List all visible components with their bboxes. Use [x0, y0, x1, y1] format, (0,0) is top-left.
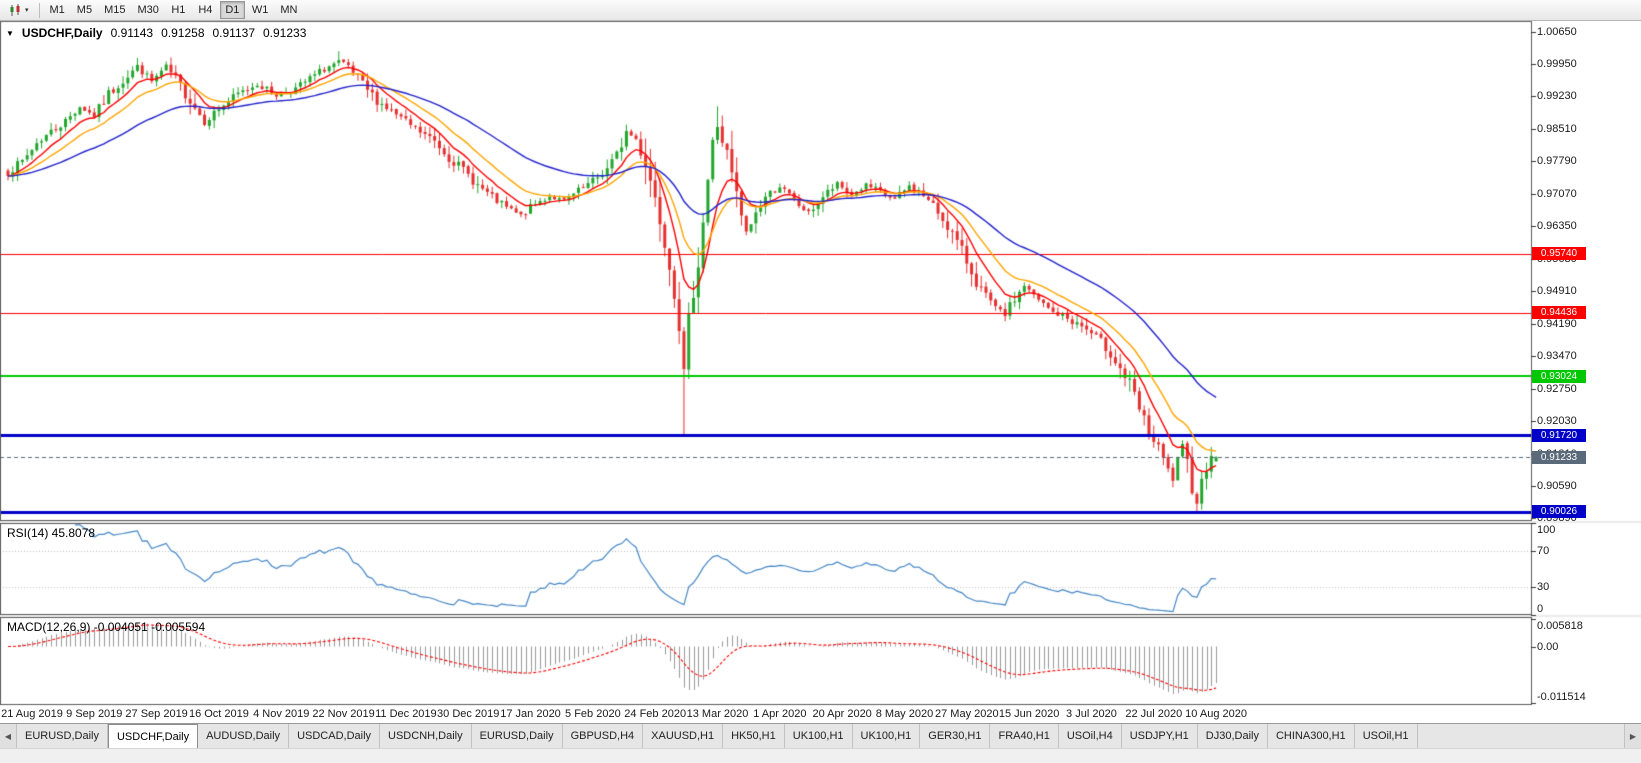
chart-tab-xauusd-h1[interactable]: XAUUSD,H1 — [643, 724, 724, 748]
chart-tab-usoil-h4[interactable]: USOil,H4 — [1059, 724, 1122, 748]
chart-title: USDCHF,Daily — [21, 26, 103, 40]
status-bar — [0, 748, 1641, 763]
timeframe-d1-button[interactable]: D1 — [219, 1, 245, 19]
chart-tab-usdcnh-daily[interactable]: USDCNH,Daily — [380, 724, 472, 748]
chart-tab-usoil-h1[interactable]: USOil,H1 — [1355, 724, 1418, 748]
ohlc-low: 0.91137 — [212, 26, 256, 40]
chart-tab-usdchf-daily[interactable]: USDCHF,Daily — [107, 724, 199, 748]
timeframe-m1-button[interactable]: M1 — [45, 1, 70, 19]
timeframe-h1-button[interactable]: H1 — [166, 1, 191, 19]
chart-header: ▼ USDCHF,Daily 0.91143 0.91258 0.91137 0… — [6, 26, 306, 40]
timeframe-m15-button[interactable]: M15 — [99, 1, 130, 19]
chart-tab-china300-h1[interactable]: CHINA300,H1 — [1268, 724, 1355, 748]
timeframe-w1-button[interactable]: W1 — [247, 1, 274, 19]
chart-type-button[interactable]: ▾ — [4, 1, 34, 19]
tabs-scroll-left-button[interactable]: ◀ — [0, 724, 17, 748]
ohlc-open: 0.91143 — [110, 26, 154, 40]
chart-tab-gbpusd-h4[interactable]: GBPUSD,H4 — [563, 724, 644, 748]
chart-tab-hk50-h1[interactable]: HK50,H1 — [723, 724, 785, 748]
chart-tab-uk100-h1[interactable]: UK100,H1 — [853, 724, 921, 748]
ohlc-high: 0.91258 — [161, 26, 205, 40]
chart-tabs: EURUSD,Daily USDCHF,Daily AUDUSD,Daily USDC… — [17, 724, 1624, 748]
chart-tabs-bar: ◀ EURUSD,Daily USDCHF,Daily AUDUSD,Daily US… — [0, 723, 1641, 748]
timeframe-m30-button[interactable]: M30 — [132, 1, 163, 19]
ohlc-close: 0.91233 — [263, 26, 307, 40]
chart-tab-fra40-h1[interactable]: FRA40,H1 — [990, 724, 1059, 748]
chart-tab-eurusd-daily[interactable]: EURUSD,Daily — [17, 724, 108, 748]
chart-tab-eurusd-daily[interactable]: EURUSD,Daily — [472, 724, 563, 748]
chart-tab-audusd-daily[interactable]: AUDUSD,Daily — [198, 724, 290, 748]
candlestick-chart-icon — [10, 3, 20, 16]
chart-tab-uk100-h1[interactable]: UK100,H1 — [785, 724, 853, 748]
chart-tab-dj30-daily[interactable]: DJ30,Daily — [1198, 724, 1268, 748]
timeframe-toolbar: ▾ M1 M5 M15 M30 H1 H4 D1 W1 MN — [0, 0, 1641, 21]
chart-tab-usdcad-daily[interactable]: USDCAD,Daily — [289, 724, 381, 748]
collapse-triangle-icon[interactable]: ▼ — [6, 29, 14, 38]
chevron-down-icon: ▾ — [25, 7, 29, 14]
toolbar-separator — [38, 2, 40, 18]
timeframe-m5-button[interactable]: M5 — [72, 1, 97, 19]
chart-tab-ger30-h1[interactable]: GER30,H1 — [920, 724, 991, 748]
timeframe-h4-button[interactable]: H4 — [193, 1, 218, 19]
chart-tab-usdjpy-h1[interactable]: USDJPY,H1 — [1122, 724, 1198, 748]
timeframe-mn-button[interactable]: MN — [275, 1, 302, 19]
macd-indicator-label: MACD(12,26,9) -0.004051 -0.005594 — [7, 620, 206, 634]
rsi-indicator-label: RSI(14) 45.8078 — [7, 526, 96, 540]
tabs-scroll-right-button[interactable]: ▶ — [1624, 724, 1641, 748]
